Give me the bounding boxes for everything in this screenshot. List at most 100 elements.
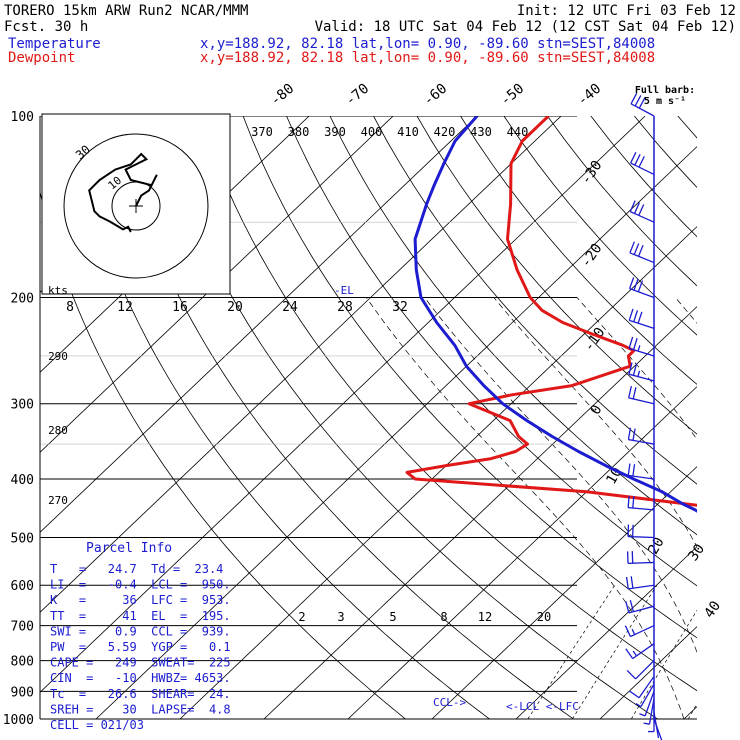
parcel-info-title: Parcel Info (86, 541, 172, 556)
mixing-ratio-label: 12 (478, 610, 492, 624)
isotherm-label: -50 (498, 81, 528, 110)
isotherm (263, 306, 697, 719)
hodograph-speed-label: 8 (66, 300, 74, 315)
wind-barb-shaft (635, 660, 655, 680)
lcl-lfc-label: <-LCL <-LFC (506, 700, 579, 713)
hodograph-speed-label: 20 (227, 300, 243, 315)
pressure-tick-label: 900 (11, 685, 34, 700)
mixing-ratio-label: 2 (298, 610, 305, 624)
isotherm (40, 116, 394, 453)
parcel-info-box: Parcel Info T = 24.7 Td = 23.4 LI = -0.4 … (50, 541, 231, 732)
hodograph-speed-label: 12 (117, 300, 133, 315)
isotherm (40, 116, 562, 613)
hodograph-speed-label: 24 (282, 300, 298, 315)
wind-barb (628, 676, 655, 699)
wind-barb-shaft (640, 683, 655, 707)
wind-barb (627, 427, 655, 445)
wind-barb (630, 151, 655, 176)
isotherm (40, 116, 478, 533)
wind-barb-flag (630, 92, 638, 105)
wind-barb-flag (637, 370, 641, 377)
dry-adiabat (373, 116, 697, 485)
dry-adiabat (286, 116, 697, 587)
wind-barb-shaft (653, 712, 660, 739)
legend-temperature-label: Temperature (8, 36, 101, 52)
pressure-tick-label: 500 (11, 531, 34, 546)
wind-barb-shaft (630, 625, 655, 638)
wind-barb-flag (633, 202, 640, 214)
theta-label: 390 (324, 125, 346, 139)
wind-barb-shaft (630, 103, 655, 117)
wind-barb-flag (632, 464, 636, 477)
theta-label: 430 (470, 125, 492, 139)
isotherm (95, 146, 697, 719)
barb-key: Full barb: 5 m s⁻¹ (635, 85, 695, 107)
wind-barb (628, 308, 655, 329)
theta-label: 420 (434, 125, 456, 139)
isotherm (431, 466, 697, 719)
isotherm (683, 706, 697, 719)
wind-barb (628, 277, 655, 299)
wind-barb (627, 524, 655, 539)
wind-barb-flag (630, 576, 634, 589)
wind-barb-shaft (629, 252, 655, 264)
moist-adiabat (366, 297, 685, 719)
ccl-label: CCL-> (433, 696, 466, 709)
wind-barb-flag (639, 713, 646, 717)
header: TORERO 15km ARW Run2 NCAR/MMM Init: 12 U… (4, 3, 736, 66)
parcel-info-row: CELL = 021/03 (50, 718, 144, 732)
wind-barb (648, 705, 655, 733)
wind-barb (630, 92, 655, 117)
wind-barb-flag (635, 702, 642, 708)
wind-barb (627, 463, 655, 480)
legend-dewpoint-location: x,y=188.92, 82.18 lat,lon= 0.90, -89.60 … (200, 50, 655, 66)
wind-barb-shaft (627, 561, 655, 564)
theta-label: 380 (288, 125, 310, 139)
adiabat-label: 270 (48, 494, 68, 507)
parcel-info-row: TT = 41 EL = 195. (50, 609, 231, 623)
wind-barb (625, 643, 655, 660)
barb-key-line2: 5 m s⁻¹ (644, 96, 686, 107)
isotherm (347, 386, 697, 719)
parcel-info-row: K = 36 LFC = 953. (50, 593, 231, 607)
dry-adiabat (460, 116, 697, 385)
wind-barb-flag (637, 311, 643, 324)
wind-barb-shaft (628, 397, 655, 405)
hodograph-ring-outer (63, 133, 209, 279)
isotherm (40, 116, 646, 693)
pressure-tick-label: 200 (11, 292, 34, 307)
isotherm-label: -60 (421, 81, 451, 110)
wind-barb (628, 336, 655, 357)
dry-adiabat (721, 116, 740, 719)
dry-adiabat (590, 116, 697, 238)
pressure-tick-label: 700 (11, 620, 34, 635)
temperature-profile (405, 116, 697, 507)
wind-barb-flag (632, 650, 638, 657)
wind-barb-flag (643, 722, 650, 725)
wind-barb (643, 698, 655, 725)
hodograph-unit: kts (48, 284, 68, 297)
legend-dewpoint-label: Dewpoint (8, 50, 75, 66)
wind-barb-flag (633, 243, 640, 255)
parcel-info-row: CAPE = 249 SWEAT= 225 (50, 656, 231, 670)
dry-adiabat (329, 116, 697, 536)
wind-barb (628, 386, 655, 405)
pressure-tick-label: 800 (11, 655, 34, 670)
parcel-info-row: PW = 5.59 YGP = 0.1 (50, 640, 231, 654)
pressure-tick-label: 600 (11, 579, 34, 594)
dry-adiabat (503, 116, 697, 336)
isotherm (599, 626, 697, 719)
wind-barb-shaft (632, 643, 655, 660)
dry-adiabat (547, 116, 697, 287)
wind-barb-shaft (648, 698, 655, 725)
wind-barb-shaft (629, 319, 655, 329)
wind-barb-flag (627, 463, 631, 476)
wind-barb (625, 599, 655, 614)
pressure-tick-label: 300 (11, 398, 34, 413)
wind-barb-shaft (628, 373, 655, 382)
isotherm-label: 30 (685, 541, 708, 564)
mixing-ratio-label: 3 (337, 610, 344, 624)
wind-barb (627, 495, 655, 511)
isotherm-label: -20 (578, 241, 606, 271)
wind-barb-flag (638, 97, 646, 109)
